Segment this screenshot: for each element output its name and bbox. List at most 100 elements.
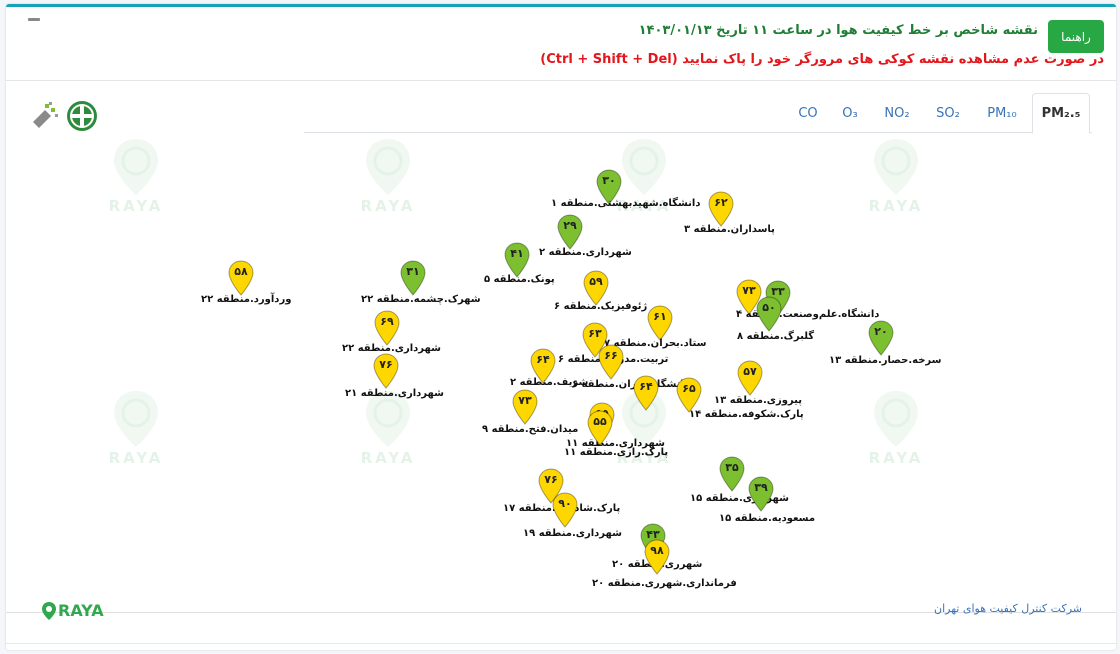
station-aqi-value: ۹۰ bbox=[558, 497, 572, 510]
station-marker[interactable]: ۵۷ bbox=[737, 360, 763, 396]
company-link[interactable]: شرکت کنترل کیفیت هوای تهران bbox=[934, 602, 1082, 615]
map-pin-icon bbox=[868, 320, 894, 356]
station-aqi-value: ۳۰ bbox=[602, 174, 616, 187]
station-marker[interactable]: ۷۶ bbox=[538, 468, 564, 504]
station-marker[interactable]: ۶۱ bbox=[647, 305, 673, 341]
guide-button[interactable]: راهنما bbox=[1048, 20, 1104, 53]
station-aqi-value: ۴۱ bbox=[510, 247, 524, 260]
map-pin-icon bbox=[552, 492, 578, 528]
svg-text:RAYA: RAYA bbox=[361, 449, 416, 467]
station-marker[interactable]: ۲۹ bbox=[557, 214, 583, 250]
station-label: شهرداری.منطقه ۲۲ bbox=[342, 343, 441, 354]
station-aqi-value: ۶۶ bbox=[604, 349, 618, 362]
tab-co[interactable]: CO bbox=[798, 105, 818, 121]
tab-no2[interactable]: NO₂ bbox=[884, 105, 910, 121]
station-aqi-value: ۶۵ bbox=[682, 382, 696, 395]
air-quality-map[interactable]: RAYA RAYA RAYA RAYA RAYA RAYA RAYA RAYA ۳۰ دانشگا… bbox=[6, 134, 1116, 614]
svg-text:RAYA: RAYA bbox=[361, 197, 416, 215]
station-label: گلبرگ.منطقه ۸ bbox=[737, 331, 815, 342]
station-aqi-value: ۶۹ bbox=[380, 315, 394, 328]
station-aqi-value: ۶۳ bbox=[588, 327, 602, 340]
raya-watermark-icon: RAYA bbox=[348, 137, 428, 217]
station-label: شهرداری.منطقه ۲۱ bbox=[345, 388, 444, 399]
svg-text:RAYA: RAYA bbox=[869, 197, 924, 215]
raya-watermark-icon: RAYA bbox=[348, 389, 428, 469]
station-aqi-value: ۳۱ bbox=[406, 265, 420, 278]
station-aqi-value: ۵۹ bbox=[589, 275, 603, 288]
station-marker[interactable]: ۶۲ bbox=[708, 191, 734, 227]
station-marker[interactable]: ۶۶ bbox=[598, 344, 624, 380]
station-marker[interactable]: ۶۵ bbox=[676, 377, 702, 413]
station-aqi-value: ۷۳ bbox=[742, 284, 756, 297]
station-aqi-value: ۵۵ bbox=[593, 415, 607, 428]
station-aqi-value: ۵۷ bbox=[743, 365, 757, 378]
partner-logos bbox=[31, 100, 101, 132]
station-label: شهرداری.منطقه ۱۱ bbox=[566, 438, 665, 449]
tab-pm25[interactable]: PM₂.₅ bbox=[1032, 93, 1090, 134]
map-pin-icon bbox=[598, 344, 624, 380]
station-marker[interactable]: ۷۳ bbox=[736, 279, 762, 315]
station-marker[interactable]: ۵۹ bbox=[583, 270, 609, 306]
map-pin-icon bbox=[374, 310, 400, 346]
raya-brand: RAYA bbox=[42, 601, 104, 620]
station-marker[interactable]: ۵۰ bbox=[756, 296, 782, 332]
station-label: میدان.فتح.منطقه ۹ bbox=[482, 424, 579, 435]
station-marker[interactable]: ۹۸ bbox=[644, 539, 670, 575]
raya-watermark-icon: RAYA bbox=[604, 389, 684, 469]
recycle-logo-icon bbox=[33, 102, 58, 128]
page-title: نقشه شاخص بر خط کیفیت هوا در ساعت ۱۱ تار… bbox=[638, 23, 1038, 38]
svg-text:RAYA: RAYA bbox=[109, 197, 164, 215]
station-marker[interactable]: ۵۸ bbox=[228, 260, 254, 296]
station-aqi-value: ۵۸ bbox=[234, 265, 248, 278]
station-label: ژئوفیزیک.منطقه ۶ bbox=[554, 301, 648, 312]
station-marker[interactable]: ۶۴ bbox=[633, 375, 659, 411]
station-marker[interactable]: ۲۰ bbox=[868, 320, 894, 356]
map-pin-icon bbox=[530, 348, 556, 384]
map-pin-icon bbox=[512, 389, 538, 425]
station-marker[interactable]: ۷۶ bbox=[373, 353, 399, 389]
map-pin-icon bbox=[228, 260, 254, 296]
station-marker[interactable]: ۳۹ bbox=[748, 476, 774, 512]
station-marker[interactable]: ۳۵ bbox=[719, 456, 745, 492]
station-label: سرخه.حصار.منطقه ۱۳ bbox=[829, 355, 942, 366]
raya-brand-text: RAYA bbox=[58, 601, 104, 620]
station-label: پونک.منطقه ۵ bbox=[484, 274, 555, 285]
station-marker[interactable]: ۴۱ bbox=[504, 242, 530, 278]
svg-text:RAYA: RAYA bbox=[617, 197, 672, 215]
station-label: مسعودیه.منطقه ۱۵ bbox=[719, 513, 816, 524]
map-pin-icon bbox=[756, 296, 782, 332]
pollutant-tabs: PM₂.₅ PM₁₀ SO₂ NO₂ O₃ CO bbox=[304, 93, 1092, 134]
station-marker[interactable]: ۹۰ bbox=[552, 492, 578, 528]
map-pin-icon bbox=[587, 410, 613, 446]
station-aqi-value: ۹۸ bbox=[650, 544, 664, 557]
footer-divider bbox=[6, 612, 1116, 613]
header-divider bbox=[6, 80, 1116, 81]
tab-o3[interactable]: O₃ bbox=[842, 105, 858, 121]
svg-text:RAYA: RAYA bbox=[617, 449, 672, 467]
station-marker[interactable]: ۵۵ bbox=[587, 410, 613, 446]
map-pin-icon bbox=[504, 242, 530, 278]
tab-so2[interactable]: SO₂ bbox=[936, 105, 960, 121]
aqi-map-panel: راهنما نقشه شاخص بر خط کیفیت هوا در ساعت… bbox=[6, 4, 1116, 650]
station-aqi-value: ۶۴ bbox=[639, 380, 653, 393]
station-aqi-value: ۷۳ bbox=[518, 394, 532, 407]
station-label: دانشگاه.تهران.منطقه ۶ bbox=[572, 379, 689, 390]
station-aqi-value: ۵۰ bbox=[762, 301, 776, 314]
map-pin-icon bbox=[538, 468, 564, 504]
station-aqi-value: ۳۵ bbox=[725, 461, 739, 474]
station-marker[interactable]: ۶۹ bbox=[374, 310, 400, 346]
map-pin-icon bbox=[708, 191, 734, 227]
station-marker[interactable]: ۶۳ bbox=[582, 322, 608, 358]
tab-pm10[interactable]: PM₁₀ bbox=[987, 105, 1017, 121]
station-marker[interactable]: ۳۰ bbox=[596, 169, 622, 205]
station-label: فرمانداری.شهرری.منطقه ۲۰ bbox=[592, 578, 737, 589]
map-pin-icon bbox=[583, 270, 609, 306]
station-marker[interactable]: ۷۳ bbox=[512, 389, 538, 425]
station-aqi-value: ۶۴ bbox=[536, 353, 550, 366]
raya-watermark-icon: RAYA bbox=[604, 137, 684, 217]
station-marker[interactable]: ۶۴ bbox=[530, 348, 556, 384]
station-marker[interactable]: ۳۱ bbox=[400, 260, 426, 296]
map-pin-icon bbox=[373, 353, 399, 389]
collapse-button[interactable] bbox=[28, 18, 40, 21]
svg-text:RAYA: RAYA bbox=[869, 449, 924, 467]
